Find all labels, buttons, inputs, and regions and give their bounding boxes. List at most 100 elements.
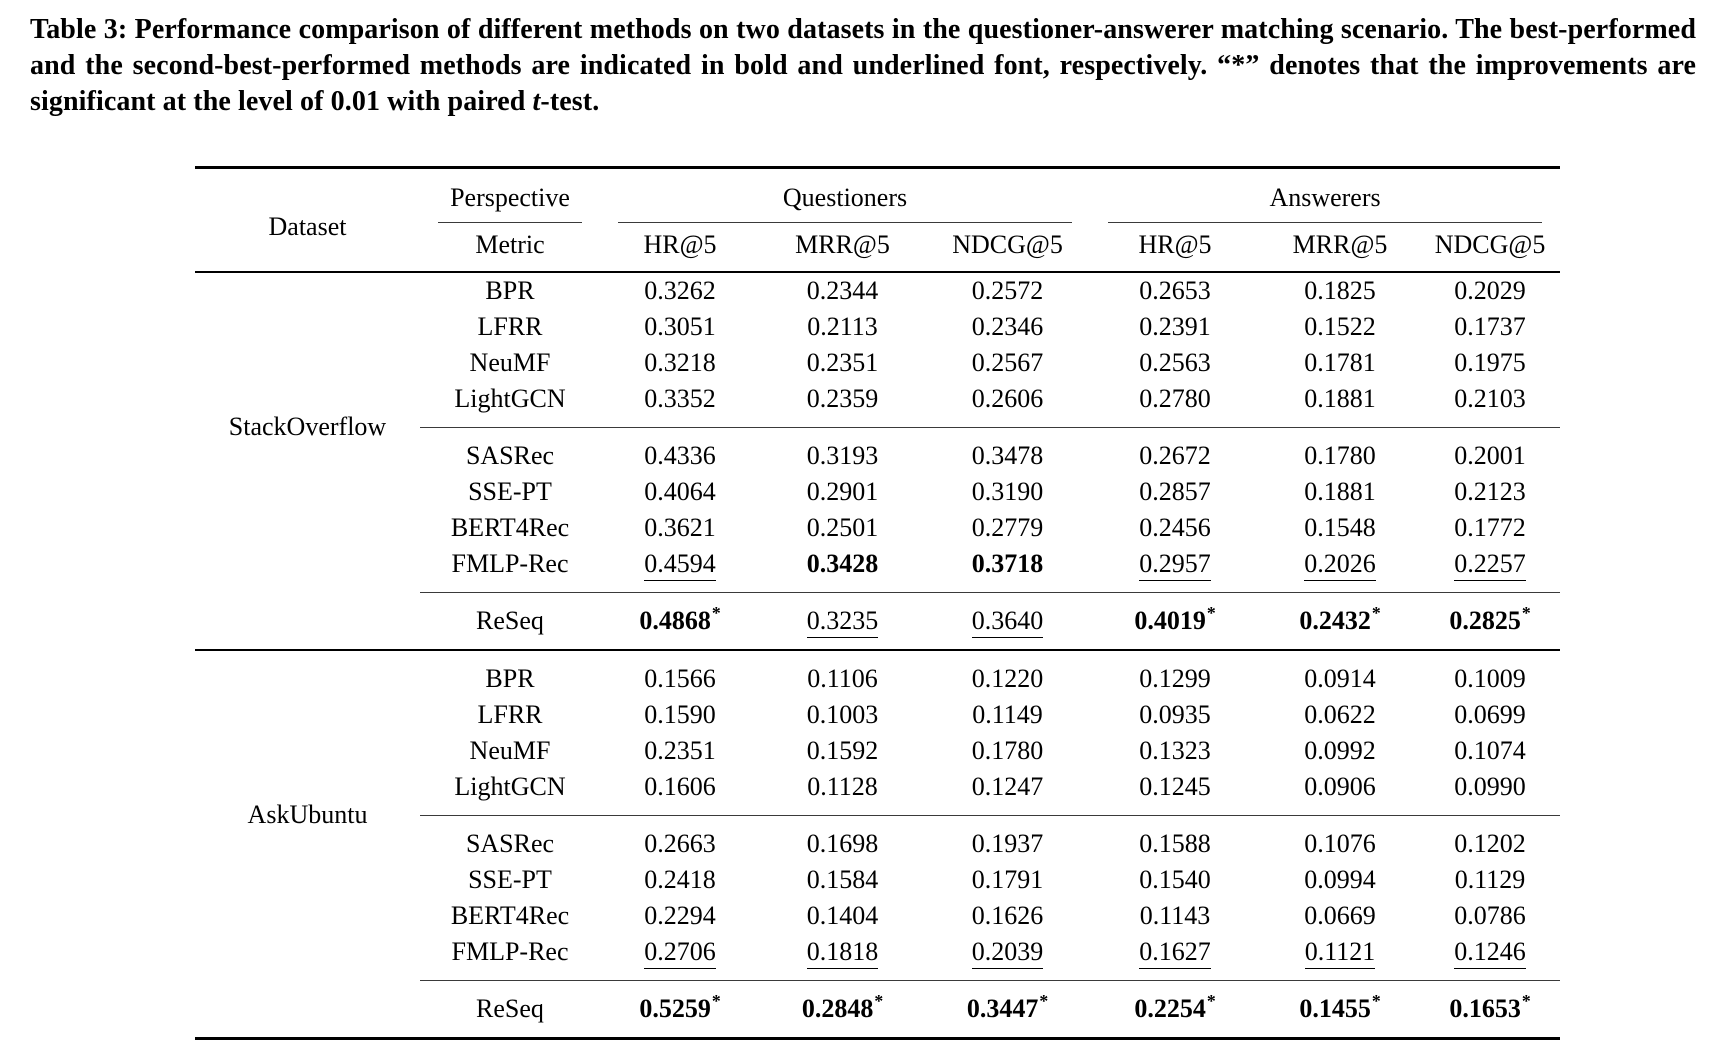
- table-row: LightGCN 0.3352 0.2359 0.2606 0.2780 0.1881 0.…: [195, 381, 1560, 428]
- metric-value: 0.1627: [1090, 934, 1260, 981]
- metric-value: 0.1129: [1454, 865, 1526, 894]
- col-header-q-ndcg5: NDCG@5: [925, 223, 1091, 273]
- metric-value: 0.1323: [1139, 736, 1211, 765]
- significance-star: *: [874, 991, 884, 1012]
- method-label: FMLP-Rec: [451, 549, 569, 578]
- col-header-q-mrr5: MRR@5: [760, 223, 925, 273]
- metric-value: 0.1246: [1420, 934, 1560, 981]
- table-row: SASRec 0.2663 0.1698 0.1937 0.1588 0.1076 0.12…: [195, 815, 1561, 862]
- metric-value: 0.2663: [600, 815, 760, 862]
- significance-star: *: [711, 991, 721, 1012]
- metric-value: 0.1143: [1139, 901, 1211, 930]
- metric-value: 0.2848*: [760, 980, 925, 1039]
- table-row: LightGCN 0.1606 0.1128 0.1247 0.1245 0.0906 0.…: [195, 769, 1560, 816]
- significance-star: *: [1371, 991, 1381, 1012]
- metric-value: 0.1106: [760, 649, 925, 697]
- metric-value: 0.2901: [806, 477, 879, 506]
- metric-value: 0.1588: [1090, 815, 1261, 862]
- col-header-answerers: Answerers: [1090, 168, 1560, 223]
- perspective-label: Perspective: [438, 183, 582, 223]
- metric-value: 0.2257: [1420, 546, 1560, 593]
- results-table: Dataset Perspective Questioners Answerer…: [195, 166, 1561, 1040]
- metric-value: 0.0914: [1260, 649, 1421, 697]
- significance-star: *: [1521, 991, 1531, 1012]
- method-label: FMLP-Rec: [451, 937, 569, 966]
- dataset-label: StackOverflow: [228, 411, 387, 441]
- metric-value: 0.2001: [1420, 427, 1561, 474]
- table-row: AskUbuntu BPR 0.1566 0.1106 0.1220 0.1299 0.09…: [195, 649, 1561, 1039]
- metric-value: 0.2351: [806, 348, 879, 377]
- metric-value: 0.1009: [1420, 649, 1561, 697]
- metric-value: 0.1592: [806, 736, 879, 765]
- metric-value: 0.2432*: [1260, 592, 1421, 650]
- metric-value: 0.3428: [806, 549, 879, 578]
- table-row: BERT4Rec 0.3621 0.2501 0.2779 0.2456 0.1548 0.…: [195, 510, 1560, 546]
- metric-value: 0.3218: [644, 348, 716, 377]
- metric-value: 0.2957: [1090, 546, 1260, 593]
- metric-value: 0.2103: [1454, 384, 1526, 413]
- metric-value: 0.3718: [971, 549, 1044, 578]
- metric-value: 0.3478: [925, 427, 1091, 474]
- significance-star: *: [1206, 603, 1216, 624]
- metric-value: 0.2359: [806, 384, 879, 413]
- metric-value: 0.1772: [1454, 513, 1526, 542]
- metric-value: 0.2857: [1139, 477, 1211, 506]
- metric-value: 0.3640: [925, 592, 1091, 650]
- metric-value: 0.1653*: [1420, 980, 1561, 1039]
- metric-value: 0.2672: [1090, 427, 1261, 474]
- table-row: FMLP-Rec 0.2706 0.1818 0.2039 0.1627 0.1121 0.…: [195, 934, 1560, 981]
- metric-value: 0.1121: [1260, 934, 1420, 981]
- metric-value: 0.1606: [644, 772, 716, 801]
- metric-value: 0.1149: [972, 700, 1043, 729]
- metric-value: 0.1780: [1260, 427, 1421, 474]
- metric-value: 0.1220: [925, 649, 1091, 697]
- method-label: SASRec: [420, 427, 600, 474]
- metric-value: 0.0992: [1304, 736, 1376, 765]
- table-row: LFRR 0.1590 0.1003 0.1149 0.0935 0.0622 0.0699: [195, 697, 1560, 733]
- metric-value: 0.1584: [806, 865, 879, 894]
- metric-value: 0.1881: [1304, 477, 1376, 506]
- metric-value: 0.1522: [1304, 312, 1376, 341]
- metric-value: 0.1202: [1420, 815, 1561, 862]
- metric-value: 0.1299: [1090, 649, 1261, 697]
- col-header-perspective: Perspective: [420, 168, 600, 223]
- metric-value: 0.2026: [1260, 546, 1420, 593]
- metric-value: 0.1825: [1304, 276, 1376, 305]
- table-row: SASRec 0.4336 0.3193 0.3478 0.2672 0.1780 0.20…: [195, 427, 1561, 474]
- metric-value: 0.2294: [644, 901, 716, 930]
- metric-value: 0.1781: [1304, 348, 1376, 377]
- table-row: LFRR 0.3051 0.2113 0.2346 0.2391 0.1522 0.1737: [195, 309, 1560, 345]
- metric-value: 0.2113: [807, 312, 878, 341]
- metric-value: 0.4064: [644, 477, 716, 506]
- metric-value: 0.0699: [1454, 700, 1526, 729]
- metric-value: 0.2653: [1139, 276, 1211, 305]
- metric-value: 0.2825*: [1420, 592, 1561, 650]
- table-body: StackOverflow BPR 0.3262 0.2344 0.2572 0.2653…: [195, 272, 1561, 1039]
- metric-value: 0.4594: [600, 546, 760, 593]
- metric-value: 0.0990: [1454, 772, 1526, 801]
- metric-value: 0.3190: [971, 477, 1044, 506]
- metric-value: 0.1590: [644, 700, 716, 729]
- table-header: Dataset Perspective Questioners Answerer…: [195, 167, 1561, 273]
- metric-value: 0.1780: [971, 736, 1044, 765]
- metric-value: 0.1548: [1304, 513, 1376, 542]
- metric-value: 0.1003: [806, 700, 879, 729]
- metric-value: 0.1737: [1454, 312, 1526, 341]
- metric-value: 0.4019*: [1090, 592, 1261, 650]
- col-header-questioners: Questioners: [600, 168, 1090, 223]
- metric-value: 0.1455*: [1260, 980, 1421, 1039]
- metric-value: 0.1791: [971, 865, 1044, 894]
- metric-value: 0.1247: [971, 772, 1044, 801]
- col-header-q-hr5: HR@5: [600, 223, 760, 273]
- metric-value: 0.2706: [600, 934, 760, 981]
- metric-value: 0.3352: [644, 384, 716, 413]
- metric-value: 0.0622: [1304, 700, 1376, 729]
- caption-text: Table 3: Performance comparison of diffe…: [30, 14, 1696, 117]
- method-label: ReSeq: [420, 980, 600, 1039]
- metric-value: 0.3051: [644, 312, 716, 341]
- table-row: SSE-PT 0.2418 0.1584 0.1791 0.1540 0.0994 0.11…: [195, 862, 1560, 898]
- metric-value: 0.2344: [806, 276, 879, 305]
- significance-star: *: [1206, 991, 1216, 1012]
- metric-value: 0.2351: [644, 736, 716, 765]
